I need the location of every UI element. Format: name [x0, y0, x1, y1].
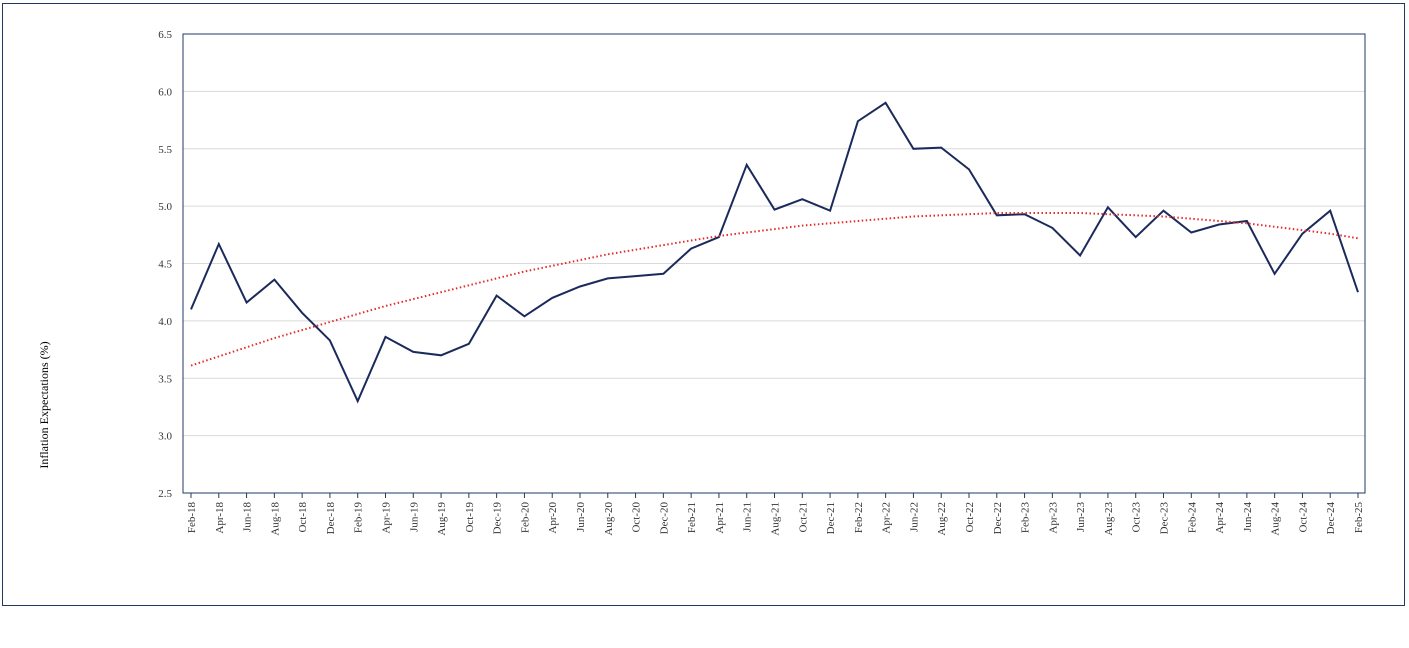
x-tick-label: Dec-22: [992, 502, 1004, 534]
x-tick-label: Oct-20: [631, 502, 643, 533]
x-tick-label: Aug-19: [436, 502, 448, 536]
x-tick-label: Feb-18: [186, 502, 198, 534]
x-tick-label: Aug-21: [770, 502, 782, 536]
x-tick-label: Oct-19: [464, 502, 476, 533]
x-tick-label: Feb-19: [353, 502, 365, 534]
x-tick-label: Feb-24: [1186, 502, 1198, 534]
x-tick-label: Apr-23: [1047, 502, 1059, 534]
x-tick-label: Dec-18: [325, 502, 337, 535]
x-tick-label: Apr-18: [214, 502, 226, 534]
x-tick-label: Jun-19: [408, 502, 420, 532]
x-tick-label: Dec-24: [1325, 502, 1337, 535]
x-axis: Feb-18 Apr-18 Jun-18 Aug-18 Oct-18 Dec-18 Feb-…: [186, 493, 1365, 536]
x-tick-label: Apr-21: [714, 502, 726, 534]
x-tick-label: Oct-18: [297, 502, 309, 533]
x-tick-label: Jun-22: [908, 502, 920, 532]
y-tick-label: 2.5: [158, 488, 172, 500]
x-tick-label: Aug-20: [603, 502, 615, 536]
y-tick-label: 6.5: [158, 29, 172, 41]
x-tick-label: Jun-23: [1075, 502, 1087, 532]
x-tick-label: Oct-22: [964, 502, 976, 533]
x-tick-label: Feb-20: [519, 502, 531, 534]
inflation-expectations-series: [190, 101, 1359, 404]
gridlines: [183, 33, 1365, 494]
x-tick-label: Jun-24: [1242, 502, 1254, 532]
x-tick-label: Jun-20: [575, 502, 587, 532]
x-tick-label: Oct-23: [1131, 502, 1143, 533]
x-tick-label: Jun-18: [242, 502, 254, 532]
trendline-series: [190, 212, 1359, 367]
y-tick-label: 5.5: [158, 144, 172, 156]
x-tick-label: Feb-21: [686, 502, 698, 533]
x-tick-label: Aug-23: [1103, 502, 1115, 536]
y-tick-label: 4.0: [158, 316, 172, 328]
x-tick-label: Aug-22: [936, 502, 948, 536]
x-tick-label: Apr-20: [547, 502, 559, 534]
x-tick-label: Aug-18: [269, 502, 281, 536]
y-tick-label: 3.0: [158, 431, 172, 443]
x-tick-label: Oct-24: [1297, 502, 1309, 533]
y-tick-label: 6.0: [158, 86, 172, 98]
y-axis-label: Inflation Expectations (%): [37, 341, 51, 468]
x-tick-label: Apr-19: [381, 502, 393, 534]
x-tick-label: Feb-23: [1020, 502, 1032, 534]
y-tick-label: 5.0: [158, 201, 172, 213]
y-axis: 2.5 3.0 3.5 4.0 4.5 5.0 5.5 6.0 6.5: [158, 29, 172, 500]
x-tick-label: Dec-20: [658, 502, 670, 535]
y-tick-label: 4.5: [158, 259, 172, 271]
x-tick-label: Aug-24: [1270, 502, 1282, 536]
x-tick-label: Dec-19: [492, 502, 504, 535]
y-tick-label: 3.5: [158, 373, 172, 385]
x-tick-label: Dec-21: [825, 502, 837, 534]
chart-frame: [2, 3, 1405, 606]
x-tick-label: Dec-23: [1159, 502, 1171, 535]
x-tick-label: Feb-25: [1353, 502, 1365, 534]
x-tick-label: Jun-21: [742, 502, 754, 532]
series-lines: [190, 101, 1359, 404]
x-tick-label: Oct-21: [797, 502, 809, 533]
x-tick-label: Apr-24: [1214, 502, 1226, 534]
x-tick-label: Apr-22: [881, 502, 893, 534]
x-tick-label: Feb-22: [853, 502, 865, 533]
